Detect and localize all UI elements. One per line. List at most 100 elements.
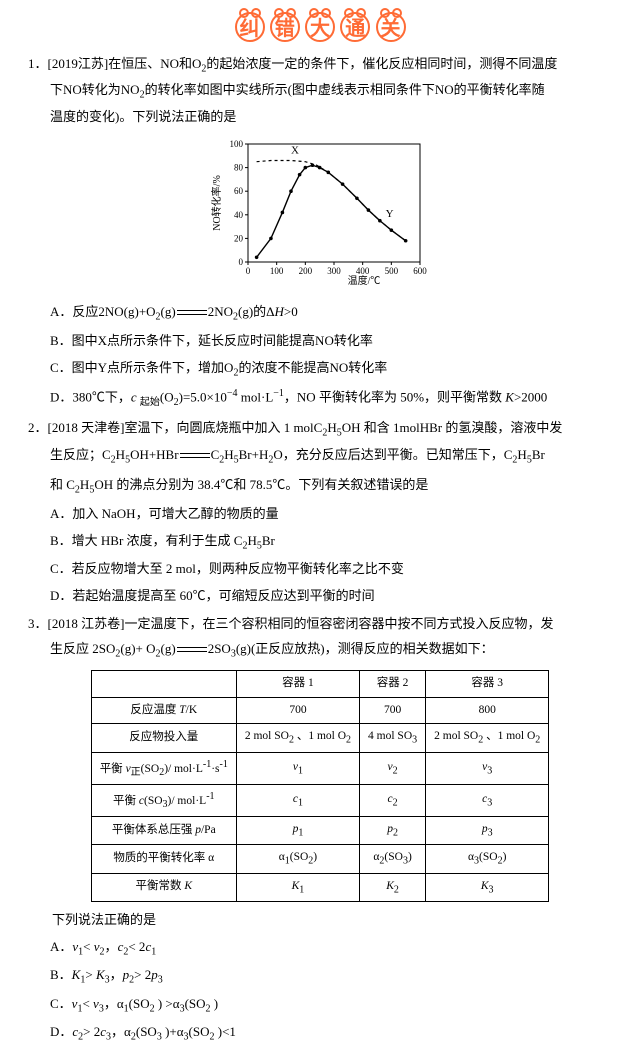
q2-stem: 2．[2018 天津卷]室温下，向圆底烧瓶中加入 1 molC2H5OH 和含 …: [28, 416, 612, 500]
q2-option-a: A．加入 NaOH，可增大乙醇的物质的量: [28, 502, 612, 527]
q-number: 2．: [28, 420, 48, 435]
superscript: −1: [273, 388, 284, 399]
text: (g)(正反应放热)，测得反应的相关数据如下：: [236, 641, 494, 656]
q3-stem: 3．[2018 江苏卷]一定温度下，在三个容积相同的恒容密闭容器中按不同方式投入…: [28, 612, 612, 663]
text: (g): [161, 304, 176, 319]
table-cell: 800: [426, 697, 549, 724]
q-source: [2018 江苏卷]: [48, 616, 125, 631]
text: >2000: [514, 389, 547, 404]
table-cell: c2: [360, 784, 426, 816]
table-cell: 4 mol SO3: [360, 724, 426, 752]
table-row: 平衡 v正(SO2)/ mol·L-1·s-1v1v2v3: [91, 752, 549, 784]
text: 生反应 2SO: [50, 641, 115, 656]
table-cell: 物质的平衡转化率 α: [91, 845, 236, 873]
q1-option-d: D．380℃下，c 起始(O2)=5.0×10−4 mol·L−1，NO 平衡转…: [28, 384, 612, 412]
q-number: 3．: [28, 616, 48, 631]
q2-option-d: D．若起始温度提高至 60℃，可缩短反应达到平衡的时间: [28, 584, 612, 609]
svg-text:600: 600: [413, 266, 427, 276]
text: A．反应2NO(g)+O: [50, 304, 156, 319]
svg-text:300: 300: [327, 266, 341, 276]
q1-option-c: C．图中Y点所示条件下，增加O2的浓度不能提高NO转化率: [28, 356, 612, 383]
svg-text:400: 400: [356, 266, 370, 276]
table-cell: K2: [360, 873, 426, 901]
table-row: 物质的平衡转化率 αα1(SO2)α2(SO3)α3(SO2): [91, 845, 549, 873]
text: OH 的沸点分别为 38.4℃和 78.5℃。下列有关叙述错误的是: [94, 477, 428, 492]
no-conversion-chart: 0204060801000100200300400500600XYNO转化率/%…: [210, 136, 430, 286]
q1-chart: 0204060801000100200300400500600XYNO转化率/%…: [28, 136, 612, 295]
text: O，充分反应后达到平衡。已知常压下，C: [273, 447, 512, 462]
table-cell: 700: [236, 697, 359, 724]
table-cell: 2 mol SO2 、1 mol O2: [426, 724, 549, 752]
table-header: 容器 2: [360, 670, 426, 697]
table-cell: 平衡 v正(SO2)/ mol·L-1·s-1: [91, 752, 236, 784]
table-row: 平衡常数 KK1K2K3: [91, 873, 549, 901]
question-2: 2．[2018 天津卷]室温下，向圆底烧瓶中加入 1 molC2H5OH 和含 …: [28, 416, 612, 608]
table-cell: K1: [236, 873, 359, 901]
subscript: 2: [512, 454, 517, 465]
subscript: 2: [242, 540, 247, 551]
q1-option-b: B．图中X点所示条件下，延长反应时间能提高NO转化率: [28, 329, 612, 354]
text: K: [505, 389, 514, 404]
svg-text:80: 80: [234, 162, 244, 172]
svg-text:20: 20: [234, 233, 244, 243]
subscript: 起始: [140, 397, 160, 408]
text: Br: [532, 447, 545, 462]
title-char: 纠: [235, 12, 265, 42]
table-cell: α2(SO3): [360, 845, 426, 873]
table-header: 容器 1: [236, 670, 359, 697]
page-title: 纠 错 大 通 关: [28, 12, 612, 44]
svg-text:500: 500: [385, 266, 399, 276]
subscript: 2: [219, 454, 224, 465]
text: 2SO: [208, 641, 231, 656]
title-char: 错: [270, 12, 300, 42]
svg-text:100: 100: [270, 266, 284, 276]
svg-text:X: X: [291, 144, 299, 156]
table-cell: 反应温度 T/K: [91, 697, 236, 724]
q2-option-c: C．若反应物增大至 2 mol，则两种反应物平衡转化率之比不变: [28, 557, 612, 582]
superscript: −4: [227, 388, 238, 399]
q2-option-b: B．增大 HBr 浓度，有利于生成 C2H5Br: [28, 529, 612, 556]
text: ，NO 平衡转化率为 50%，则平衡常数: [284, 389, 505, 404]
subscript: 2: [322, 428, 327, 439]
text: (g)的Δ: [238, 304, 275, 319]
table-header: 容器 3: [426, 670, 549, 697]
table-row: 反应物投入量2 mol SO2 、1 mol O24 mol SO32 mol …: [91, 724, 549, 752]
text: Br: [262, 533, 275, 548]
table-cell: c3: [426, 784, 549, 816]
q3-option-b: B．K1> K3，p2> 2p3: [28, 963, 612, 990]
text: 在恒压、NO和O: [108, 56, 201, 71]
table-row: 平衡体系总压强 p/Pap1p2p3: [91, 817, 549, 845]
table-cell: α3(SO2): [426, 845, 549, 873]
table-cell: 平衡体系总压强 p/Pa: [91, 817, 236, 845]
text: 的起始浓度一定的条件下，催化反应相同时间，测得不同温度: [206, 56, 557, 71]
table-row: 反应温度 T/K700700800: [91, 697, 549, 724]
table-cell: p3: [426, 817, 549, 845]
q3-option-a: A．v1< v2，c2< 2c1: [28, 935, 612, 962]
table-cell: 700: [360, 697, 426, 724]
text: (O: [160, 389, 174, 404]
title-char: 通: [340, 12, 370, 42]
text: OH+HBr: [130, 447, 179, 462]
question-3: 3．[2018 江苏卷]一定温度下，在三个容积相同的恒容密闭容器中按不同方式投入…: [28, 612, 612, 1046]
table-cell: p1: [236, 817, 359, 845]
q3-after: 下列说法正确的是: [28, 908, 612, 933]
q-number: 1．: [28, 56, 48, 71]
question-1: 1．[2019江苏]在恒压、NO和O2的起始浓度一定的条件下，催化反应相同时间，…: [28, 52, 612, 412]
svg-text:0: 0: [246, 266, 251, 276]
text: 一定温度下，在三个容积相同的恒容密闭容器中按不同方式投入反应物，发: [124, 616, 553, 631]
table-header: [91, 670, 236, 697]
table-cell: c1: [236, 784, 359, 816]
table-cell: 平衡常数 K: [91, 873, 236, 901]
q3-option-d: D．c2> 2c3，α2(SO3 )+α3(SO2 )<1: [28, 1020, 612, 1047]
text: 生反应；C: [50, 447, 111, 462]
q-source: [2019江苏]: [48, 56, 109, 71]
svg-text:200: 200: [299, 266, 313, 276]
table-cell: 平衡 c(SO3)/ mol·L-1: [91, 784, 236, 816]
text: C: [211, 447, 220, 462]
svg-text:60: 60: [234, 186, 244, 196]
text: mol·L: [238, 389, 274, 404]
text: >0: [284, 304, 298, 319]
table-cell: 2 mol SO2 、1 mol O2: [236, 724, 359, 752]
text: (g): [161, 641, 176, 656]
q1-stem: 1．[2019江苏]在恒压、NO和O2的起始浓度一定的条件下，催化反应相同时间，…: [28, 52, 612, 130]
